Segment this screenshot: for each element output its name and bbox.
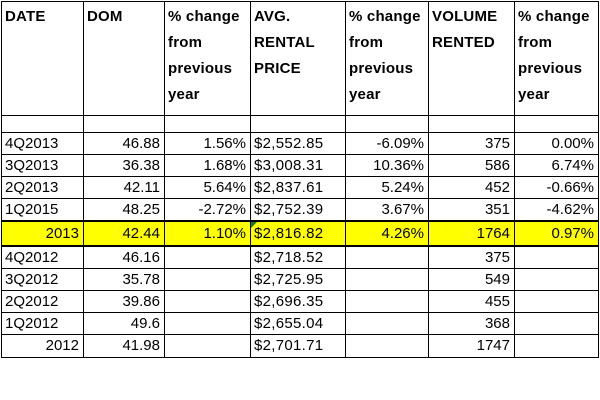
price-change-cell: [345, 334, 429, 358]
volume-cell: 368: [428, 312, 515, 335]
price-change-cell: [345, 268, 429, 291]
date-cell: 2Q2013: [1, 176, 84, 199]
volume-cell: 375: [428, 245, 515, 269]
table-row: 2Q2013 42.11 5.64% $2,837.61 5.24% 452 -…: [1, 176, 599, 199]
header-volume-rented: VOLUME RENTED: [428, 1, 515, 116]
header-price-change: % change from previous year: [345, 1, 429, 116]
dom-cell: 41.98: [83, 334, 165, 358]
volume-change-cell: [514, 334, 599, 358]
dom-change-cell: [164, 334, 251, 358]
dom-cell: 42.44: [83, 220, 165, 247]
header-volume-change: % change from previous year: [514, 1, 599, 116]
date-cell: 1Q2015: [1, 198, 84, 222]
dom-cell: 39.86: [83, 290, 165, 313]
price-cell: $2,701.71: [250, 334, 346, 358]
table-row: 3Q2012 35.78 $2,725.95 549: [1, 268, 599, 291]
table-row: 4Q2013 46.88 1.56% $2,552.85 -6.09% 375 …: [1, 132, 599, 155]
price-cell: $2,725.95: [250, 268, 346, 291]
price-change-cell: 10.36%: [345, 154, 429, 177]
dom-cell: 49.6: [83, 312, 165, 335]
dom-change-cell: 1.68%: [164, 154, 251, 177]
dom-cell: 35.78: [83, 268, 165, 291]
summary-row-2013: 2013 42.44 1.10% $2,816.82 4.26% 1764 0.…: [1, 220, 599, 247]
volume-cell: 586: [428, 154, 515, 177]
table-row: 1Q2012 49.6 $2,655.04 368: [1, 312, 599, 335]
volume-change-cell: [514, 268, 599, 291]
table-row: 4Q2012 46.16 $2,718.52 375: [1, 245, 599, 269]
dom-change-cell: -2.72%: [164, 198, 251, 222]
volume-change-cell: -4.62%: [514, 198, 599, 222]
dom-cell: 36.38: [83, 154, 165, 177]
date-cell: 4Q2013: [1, 132, 84, 155]
cell-marker-icon: [251, 223, 257, 228]
date-cell: 4Q2012: [1, 245, 84, 269]
volume-cell: 1747: [428, 334, 515, 358]
rental-stats-table: DATE DOM % change from previous year AVG…: [1, 1, 599, 358]
empty-cell: [514, 115, 599, 133]
price-change-cell: 3.67%: [345, 198, 429, 222]
empty-cell: [345, 115, 429, 133]
header-avg-rental-price: AVG. RENTAL PRICE: [250, 1, 346, 116]
header-date: DATE: [1, 1, 84, 116]
table-row: 3Q2013 36.38 1.68% $3,008.31 10.36% 586 …: [1, 154, 599, 177]
empty-cell: [250, 115, 346, 133]
price-cell: $2,816.82: [250, 220, 346, 247]
price-change-cell: -6.09%: [345, 132, 429, 155]
price-change-cell: [345, 245, 429, 269]
empty-cell: [164, 115, 251, 133]
date-cell: 2013: [1, 220, 84, 247]
dom-cell: 42.11: [83, 176, 165, 199]
price-cell: $2,718.52: [250, 245, 346, 269]
volume-change-cell: [514, 290, 599, 313]
price-cell: $2,655.04: [250, 312, 346, 335]
volume-cell: 351: [428, 198, 515, 222]
price-cell: $2,552.85: [250, 132, 346, 155]
volume-change-cell: [514, 245, 599, 269]
dom-change-cell: 1.10%: [164, 220, 251, 247]
date-cell: 1Q2012: [1, 312, 84, 335]
dom-change-cell: 1.56%: [164, 132, 251, 155]
price-change-cell: [345, 312, 429, 335]
volume-cell: 455: [428, 290, 515, 313]
empty-cell: [1, 115, 84, 133]
date-cell: 3Q2013: [1, 154, 84, 177]
volume-change-cell: 0.97%: [514, 220, 599, 247]
price-cell: $2,837.61: [250, 176, 346, 199]
volume-cell: 1764: [428, 220, 515, 247]
dom-change-cell: [164, 290, 251, 313]
volume-cell: 549: [428, 268, 515, 291]
header-dom-change: % change from previous year: [164, 1, 251, 116]
dom-change-cell: [164, 268, 251, 291]
summary-row-2012: 2012 41.98 $2,701.71 1747: [1, 334, 599, 358]
dom-cell: 46.16: [83, 245, 165, 269]
dom-change-cell: [164, 245, 251, 269]
empty-cell: [428, 115, 515, 133]
volume-change-cell: [514, 312, 599, 335]
table-row: 2Q2012 39.86 $2,696.35 455: [1, 290, 599, 313]
price-cell: $3,008.31: [250, 154, 346, 177]
price-change-cell: [345, 290, 429, 313]
volume-cell: 375: [428, 132, 515, 155]
dom-cell: 46.88: [83, 132, 165, 155]
price-change-cell: 4.26%: [345, 220, 429, 247]
date-cell: 3Q2012: [1, 268, 84, 291]
volume-cell: 452: [428, 176, 515, 199]
header-dom: DOM: [83, 1, 165, 116]
header-row: DATE DOM % change from previous year AVG…: [1, 1, 599, 116]
dom-change-cell: 5.64%: [164, 176, 251, 199]
table-row: 1Q2015 48.25 -2.72% $2,752.39 3.67% 351 …: [1, 198, 599, 222]
dom-cell: 48.25: [83, 198, 165, 222]
price-change-cell: 5.24%: [345, 176, 429, 199]
dom-change-cell: [164, 312, 251, 335]
volume-change-cell: 0.00%: [514, 132, 599, 155]
volume-change-cell: -0.66%: [514, 176, 599, 199]
date-cell: 2012: [1, 334, 84, 358]
price-cell: $2,696.35: [250, 290, 346, 313]
price-value: $2,816.82: [254, 224, 324, 242]
date-cell: 2Q2012: [1, 290, 84, 313]
spacer-row: [1, 115, 599, 133]
volume-change-cell: 6.74%: [514, 154, 599, 177]
price-cell: $2,752.39: [250, 198, 346, 222]
empty-cell: [83, 115, 165, 133]
